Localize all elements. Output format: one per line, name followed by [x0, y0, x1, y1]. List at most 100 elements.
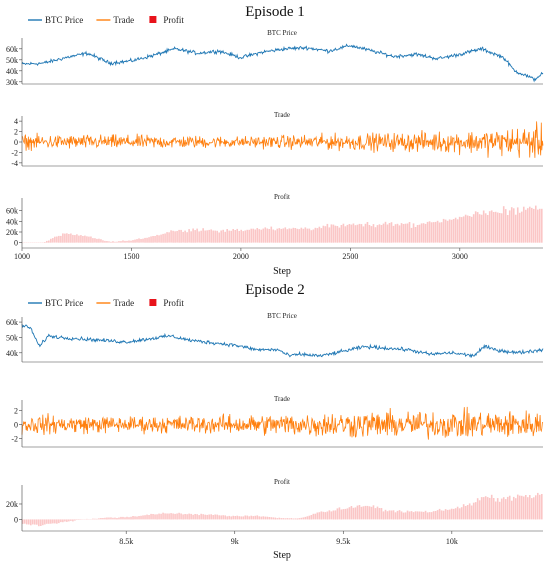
profit-bar [250, 515, 253, 520]
panel-1: BTC Price 30k 40k 50k 60k [6, 29, 544, 87]
profit-bar [246, 515, 249, 520]
profit-bar [152, 514, 154, 520]
profit-bar [482, 497, 485, 520]
profit-bar [488, 497, 491, 520]
profit-bar [194, 230, 196, 243]
profit-bar [178, 512, 180, 520]
profit-bar [244, 515, 247, 520]
profit-bar [192, 228, 194, 243]
profit-bar [94, 238, 96, 243]
profit-bar [520, 211, 523, 243]
profit-bar [394, 512, 397, 520]
x-tick-label: 1000 [14, 252, 30, 261]
profit-bar [410, 511, 413, 520]
profit-bar [68, 519, 70, 522]
profit-bar [434, 511, 437, 520]
profit-bar [316, 228, 319, 243]
profit-bar [332, 510, 335, 520]
legend-item: Trade [96, 298, 134, 308]
profit-bar [446, 509, 449, 520]
profit-bar [256, 515, 259, 520]
profit-bar [118, 517, 120, 520]
profit-bar [236, 228, 239, 243]
profit-bar [362, 506, 365, 520]
profit-bar [338, 227, 341, 243]
profit-bar [126, 240, 128, 243]
profit-bar [294, 518, 297, 520]
profit-bar [258, 229, 261, 243]
profit-bar [384, 509, 387, 520]
profit-bar [526, 497, 529, 520]
profit-bar [468, 503, 471, 520]
profit-bar [344, 226, 347, 243]
profit-bar [44, 519, 46, 525]
profit-bar [354, 507, 357, 520]
profit-bar [314, 227, 317, 243]
profit-bar [304, 227, 307, 243]
profit-bar [268, 517, 271, 520]
profit-bar [198, 515, 200, 520]
profit-bar [286, 518, 289, 520]
profit-bar [306, 228, 309, 243]
y-tick-label: 4 [14, 117, 18, 126]
profit-bar [130, 516, 132, 520]
x-tick-label: 1500 [123, 252, 139, 261]
profit-bar [166, 513, 168, 520]
profit-bar [86, 518, 88, 520]
profit-bar [140, 515, 142, 520]
y-tick-label: 2 [14, 128, 18, 137]
profit-bar [324, 512, 327, 520]
y-tick-label: 50k [6, 56, 18, 65]
profit-bar [362, 226, 365, 243]
legend-label: Profit [163, 298, 184, 308]
profit-bar [72, 519, 74, 522]
profit-bar [200, 230, 202, 243]
profit-bar [504, 209, 507, 243]
y-tick-label: -4 [11, 159, 18, 168]
profit-bar [514, 214, 517, 243]
profit-bar [294, 228, 297, 243]
profit-bar [532, 497, 535, 520]
profit-bar [158, 513, 160, 520]
profit-bar [466, 505, 469, 520]
legend-label: Trade [113, 15, 134, 25]
profit-bar [234, 230, 237, 243]
profit-bar [140, 239, 142, 243]
profit-bar [116, 241, 118, 243]
profit-bar [114, 517, 116, 520]
profit-bar [460, 507, 463, 520]
profit-bar [288, 518, 291, 520]
profit-bar [370, 226, 373, 243]
profit-bar [316, 512, 319, 520]
profit-bar [228, 230, 230, 243]
profit-bar [332, 224, 335, 243]
profit-bar [214, 514, 216, 520]
y-tick-label: 20k [6, 228, 18, 237]
profit-bar [222, 515, 224, 520]
episode-1-chart: Episode 1 BTC Price Trade Profit BTC Price 30… [6, 4, 544, 277]
profit-bar [298, 518, 301, 520]
profit-bar [438, 508, 441, 520]
profit-bar [22, 519, 24, 524]
profit-bar [78, 235, 80, 243]
profit-bar [70, 519, 72, 521]
profit-bar [274, 517, 277, 520]
profit-bar [536, 209, 539, 243]
profit-bar [234, 516, 237, 520]
profit-bar [186, 514, 188, 520]
profit-bar [532, 208, 535, 243]
profit-bar [98, 238, 100, 243]
profit-bar [464, 506, 467, 520]
profit-bar [232, 229, 234, 243]
profit-bar [388, 223, 391, 243]
profit-bar [164, 513, 166, 520]
profit-bar [326, 223, 329, 243]
profit-bar [494, 501, 497, 520]
profit-bar [222, 229, 224, 243]
profit-bar [502, 206, 505, 243]
profit-bar [390, 222, 393, 243]
episode-title: Episode 2 [245, 282, 305, 298]
profit-bar [262, 516, 265, 520]
profit-bar [30, 519, 32, 526]
profit-bar [224, 515, 226, 520]
